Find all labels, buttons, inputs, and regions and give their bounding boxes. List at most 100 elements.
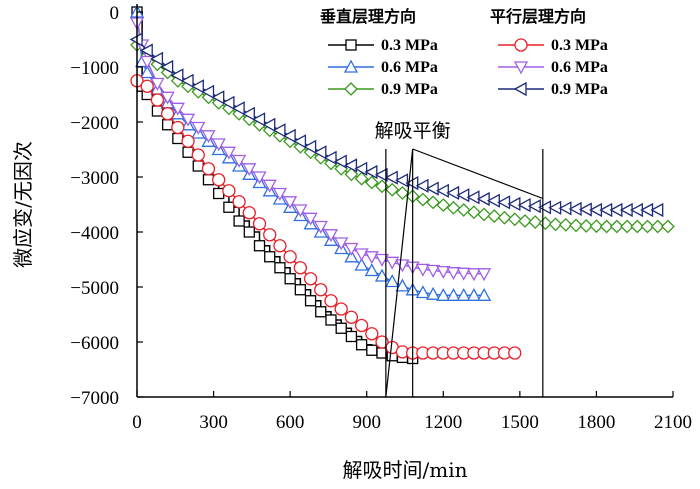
data-point	[170, 68, 184, 83]
data-point	[293, 261, 308, 275]
data-point	[151, 105, 164, 117]
annotation-leader	[412, 148, 544, 200]
data-point	[436, 198, 451, 213]
data-point	[170, 102, 185, 116]
data-point	[456, 267, 471, 281]
data-point	[223, 201, 235, 213]
data-point	[325, 314, 337, 326]
data-point	[335, 322, 347, 334]
data-point	[558, 201, 572, 216]
legend-label: 0.9 MPa	[551, 81, 608, 98]
data-point	[190, 79, 204, 94]
data-point	[426, 195, 441, 210]
legend-entry: 0.9 MPa	[498, 81, 608, 98]
data-point	[344, 310, 359, 324]
data-point	[315, 306, 327, 318]
legend-entry: 0.9 MPa	[328, 81, 438, 98]
data-point	[446, 267, 461, 281]
legend-entry: 0.3 MPa	[498, 37, 608, 54]
data-point	[466, 190, 480, 205]
data-point	[415, 178, 429, 193]
data-point	[191, 121, 206, 135]
data-point	[364, 263, 379, 277]
data-point	[415, 263, 430, 277]
data-point	[425, 181, 439, 196]
x-tick-label: 1200	[424, 412, 462, 433]
data-point	[191, 148, 205, 162]
data-point	[650, 219, 665, 234]
data-point	[446, 287, 461, 301]
data-point	[333, 154, 347, 169]
data-point	[385, 256, 400, 270]
annotation-label: 解吸平衡	[375, 120, 451, 142]
data-point	[355, 339, 368, 351]
data-point	[436, 265, 451, 279]
y-tick-label: −2000	[70, 113, 119, 134]
data-point	[160, 59, 174, 75]
data-point	[436, 287, 451, 301]
data-point	[426, 286, 441, 300]
data-point	[364, 164, 378, 180]
data-point	[527, 199, 541, 214]
data-point	[284, 273, 296, 285]
data-point	[589, 219, 604, 234]
data-point	[150, 51, 164, 66]
x-tick-label: 1800	[577, 412, 615, 433]
data-point	[232, 195, 246, 209]
data-point	[264, 251, 276, 263]
data-point	[446, 185, 460, 200]
data-point	[231, 101, 245, 116]
data-point	[477, 268, 492, 282]
legend-entry: 0.6 MPa	[328, 59, 438, 76]
data-point	[466, 205, 481, 220]
data-point	[180, 73, 194, 88]
legend-swatch-marker	[513, 61, 529, 75]
data-point	[548, 200, 562, 215]
data-point	[345, 330, 358, 343]
legend-entry: 0.3 MPa	[328, 37, 438, 54]
data-point	[426, 264, 441, 278]
data-point	[272, 187, 287, 201]
data-point	[272, 123, 286, 138]
data-point	[313, 145, 327, 160]
data-point	[323, 229, 339, 243]
legend-swatch-marker	[514, 38, 528, 52]
data-point	[252, 112, 266, 127]
data-point	[375, 335, 389, 349]
data-point	[304, 295, 317, 307]
data-point	[222, 184, 236, 198]
data-point	[395, 259, 410, 273]
x-tick-label: 1500	[501, 412, 539, 433]
data-point	[415, 285, 430, 299]
data-point	[364, 251, 379, 265]
data-point	[211, 90, 225, 105]
data-point	[303, 139, 317, 154]
data-point	[221, 146, 236, 160]
legend-swatch-marker	[513, 81, 527, 97]
legend: 垂直层理方向 平行层理方向 0.3 MPa 0.6 MPa 0.9 MPa 0.3 MPa…	[320, 7, 608, 98]
data-point	[344, 242, 359, 256]
legend-title: 垂直层理方向	[320, 7, 416, 26]
y-tick-label: −4000	[70, 223, 119, 244]
data-point	[274, 262, 286, 274]
legend-label: 0.3 MPa	[551, 37, 608, 54]
data-point	[201, 84, 215, 99]
y-tick-label: −5000	[70, 278, 119, 299]
axes: 0 300 600 900 1200 1500 1800 2100 0 −1000 −2000 −30…	[11, 3, 692, 482]
annotation-group: 解吸平衡	[375, 120, 544, 398]
legend-entry: 0.6 MPa	[498, 59, 608, 76]
data-point	[548, 217, 563, 232]
data-point	[385, 182, 400, 197]
data-point	[579, 218, 594, 233]
data-point	[538, 216, 553, 231]
data-point	[415, 192, 430, 207]
data-point	[620, 219, 635, 234]
data-point	[507, 196, 521, 211]
data-point	[435, 183, 449, 198]
legend-label: 0.6 MPa	[551, 59, 608, 76]
x-tick-label: 0	[132, 412, 142, 433]
data-point	[139, 43, 153, 58]
data-point	[293, 204, 308, 218]
data-point	[487, 209, 502, 224]
data-point	[354, 161, 368, 176]
